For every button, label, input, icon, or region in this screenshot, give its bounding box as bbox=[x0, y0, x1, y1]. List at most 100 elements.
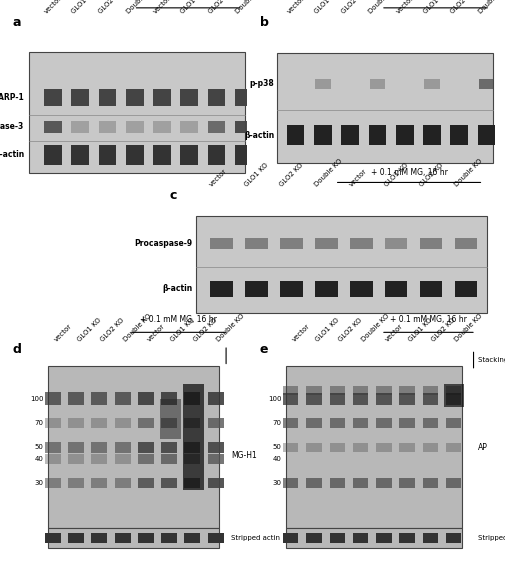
Text: MG-H1: MG-H1 bbox=[231, 451, 257, 460]
Bar bbox=[420, 280, 442, 297]
Bar bbox=[454, 280, 477, 297]
Text: + 0.1 mM MG, 16 hr: + 0.1 mM MG, 16 hr bbox=[371, 168, 447, 177]
Bar bbox=[385, 238, 408, 249]
Bar bbox=[115, 419, 131, 428]
Bar bbox=[98, 89, 116, 106]
Bar bbox=[98, 145, 116, 165]
Bar bbox=[138, 442, 154, 453]
Text: b: b bbox=[260, 16, 269, 29]
Text: vector: vector bbox=[384, 323, 403, 343]
Text: AP: AP bbox=[478, 443, 488, 452]
Bar bbox=[446, 418, 461, 429]
Text: 30: 30 bbox=[34, 480, 43, 486]
Bar bbox=[315, 79, 331, 89]
Bar bbox=[307, 478, 322, 489]
Bar bbox=[478, 125, 495, 145]
Bar bbox=[161, 393, 177, 405]
Text: Double KO: Double KO bbox=[368, 0, 398, 15]
Text: GLO1 KO: GLO1 KO bbox=[383, 162, 409, 188]
Bar bbox=[71, 145, 89, 165]
Bar bbox=[71, 89, 89, 106]
Text: Double KO: Double KO bbox=[314, 158, 343, 188]
Bar bbox=[115, 478, 131, 489]
Bar bbox=[399, 443, 415, 452]
Bar bbox=[370, 79, 385, 89]
Text: GLO1 KO: GLO1 KO bbox=[423, 0, 448, 15]
Bar bbox=[350, 238, 373, 249]
Bar bbox=[307, 393, 322, 404]
Bar bbox=[48, 528, 219, 548]
Bar bbox=[161, 478, 177, 489]
Bar bbox=[287, 125, 305, 145]
Bar bbox=[446, 387, 461, 395]
Bar bbox=[283, 418, 298, 429]
Text: GLO1 KO: GLO1 KO bbox=[76, 317, 102, 343]
Bar bbox=[44, 145, 62, 165]
Bar bbox=[341, 125, 359, 145]
Bar bbox=[115, 454, 131, 463]
Bar bbox=[68, 442, 84, 453]
Bar bbox=[446, 443, 461, 452]
Text: GLO1 KO: GLO1 KO bbox=[314, 317, 340, 343]
Text: Double KO: Double KO bbox=[453, 158, 483, 188]
Bar bbox=[330, 387, 345, 395]
Bar bbox=[91, 419, 108, 428]
Bar bbox=[138, 419, 154, 428]
Bar bbox=[45, 442, 61, 453]
Bar bbox=[450, 125, 468, 145]
Bar bbox=[68, 454, 84, 463]
Text: + 0.1 mM MG, 16 hr: + 0.1 mM MG, 16 hr bbox=[390, 315, 467, 324]
Bar bbox=[399, 418, 415, 429]
Bar bbox=[399, 533, 415, 544]
Bar bbox=[208, 121, 226, 132]
Bar bbox=[196, 216, 487, 313]
Text: GLO2 KO: GLO2 KO bbox=[337, 317, 363, 343]
Bar bbox=[420, 238, 442, 249]
Text: Double KO: Double KO bbox=[125, 0, 155, 15]
Bar bbox=[353, 478, 368, 489]
Bar bbox=[153, 145, 171, 165]
Bar bbox=[138, 533, 154, 544]
Bar bbox=[91, 478, 108, 489]
Bar bbox=[283, 478, 298, 489]
Bar bbox=[68, 393, 84, 405]
Bar bbox=[444, 384, 464, 407]
Bar bbox=[376, 387, 391, 395]
Bar bbox=[235, 145, 253, 165]
Bar bbox=[153, 89, 171, 106]
Text: GLO2 KO: GLO2 KO bbox=[278, 162, 305, 188]
Bar bbox=[68, 533, 84, 544]
Text: 50: 50 bbox=[34, 444, 43, 450]
Text: vector: vector bbox=[291, 323, 311, 343]
Text: vector: vector bbox=[53, 323, 73, 343]
Bar bbox=[184, 478, 200, 489]
Bar bbox=[91, 442, 108, 453]
Bar bbox=[180, 121, 198, 132]
Bar bbox=[399, 393, 415, 404]
Text: Stripped actin: Stripped actin bbox=[478, 535, 505, 541]
Text: Double KO: Double KO bbox=[477, 0, 505, 15]
Text: GLO1 KO: GLO1 KO bbox=[169, 317, 195, 343]
Text: GLO1 KO: GLO1 KO bbox=[407, 317, 433, 343]
Bar bbox=[208, 393, 224, 405]
Text: β-actin: β-actin bbox=[0, 150, 24, 159]
Text: Double KO: Double KO bbox=[234, 0, 264, 15]
Bar bbox=[385, 280, 408, 297]
Bar bbox=[68, 419, 84, 428]
Bar bbox=[183, 384, 204, 490]
Bar bbox=[286, 528, 462, 548]
Bar bbox=[208, 533, 224, 544]
Text: d: d bbox=[13, 343, 21, 356]
Bar bbox=[98, 121, 116, 132]
Bar bbox=[454, 238, 477, 249]
Bar bbox=[423, 418, 438, 429]
Text: GLO2 KO: GLO2 KO bbox=[98, 0, 124, 15]
Text: caspase-3: caspase-3 bbox=[0, 122, 24, 131]
Text: vector: vector bbox=[146, 323, 166, 343]
Bar bbox=[208, 442, 224, 453]
Bar bbox=[353, 533, 368, 544]
Text: c: c bbox=[170, 189, 177, 202]
Bar bbox=[126, 89, 143, 106]
Bar bbox=[184, 442, 200, 453]
Bar bbox=[280, 238, 302, 249]
